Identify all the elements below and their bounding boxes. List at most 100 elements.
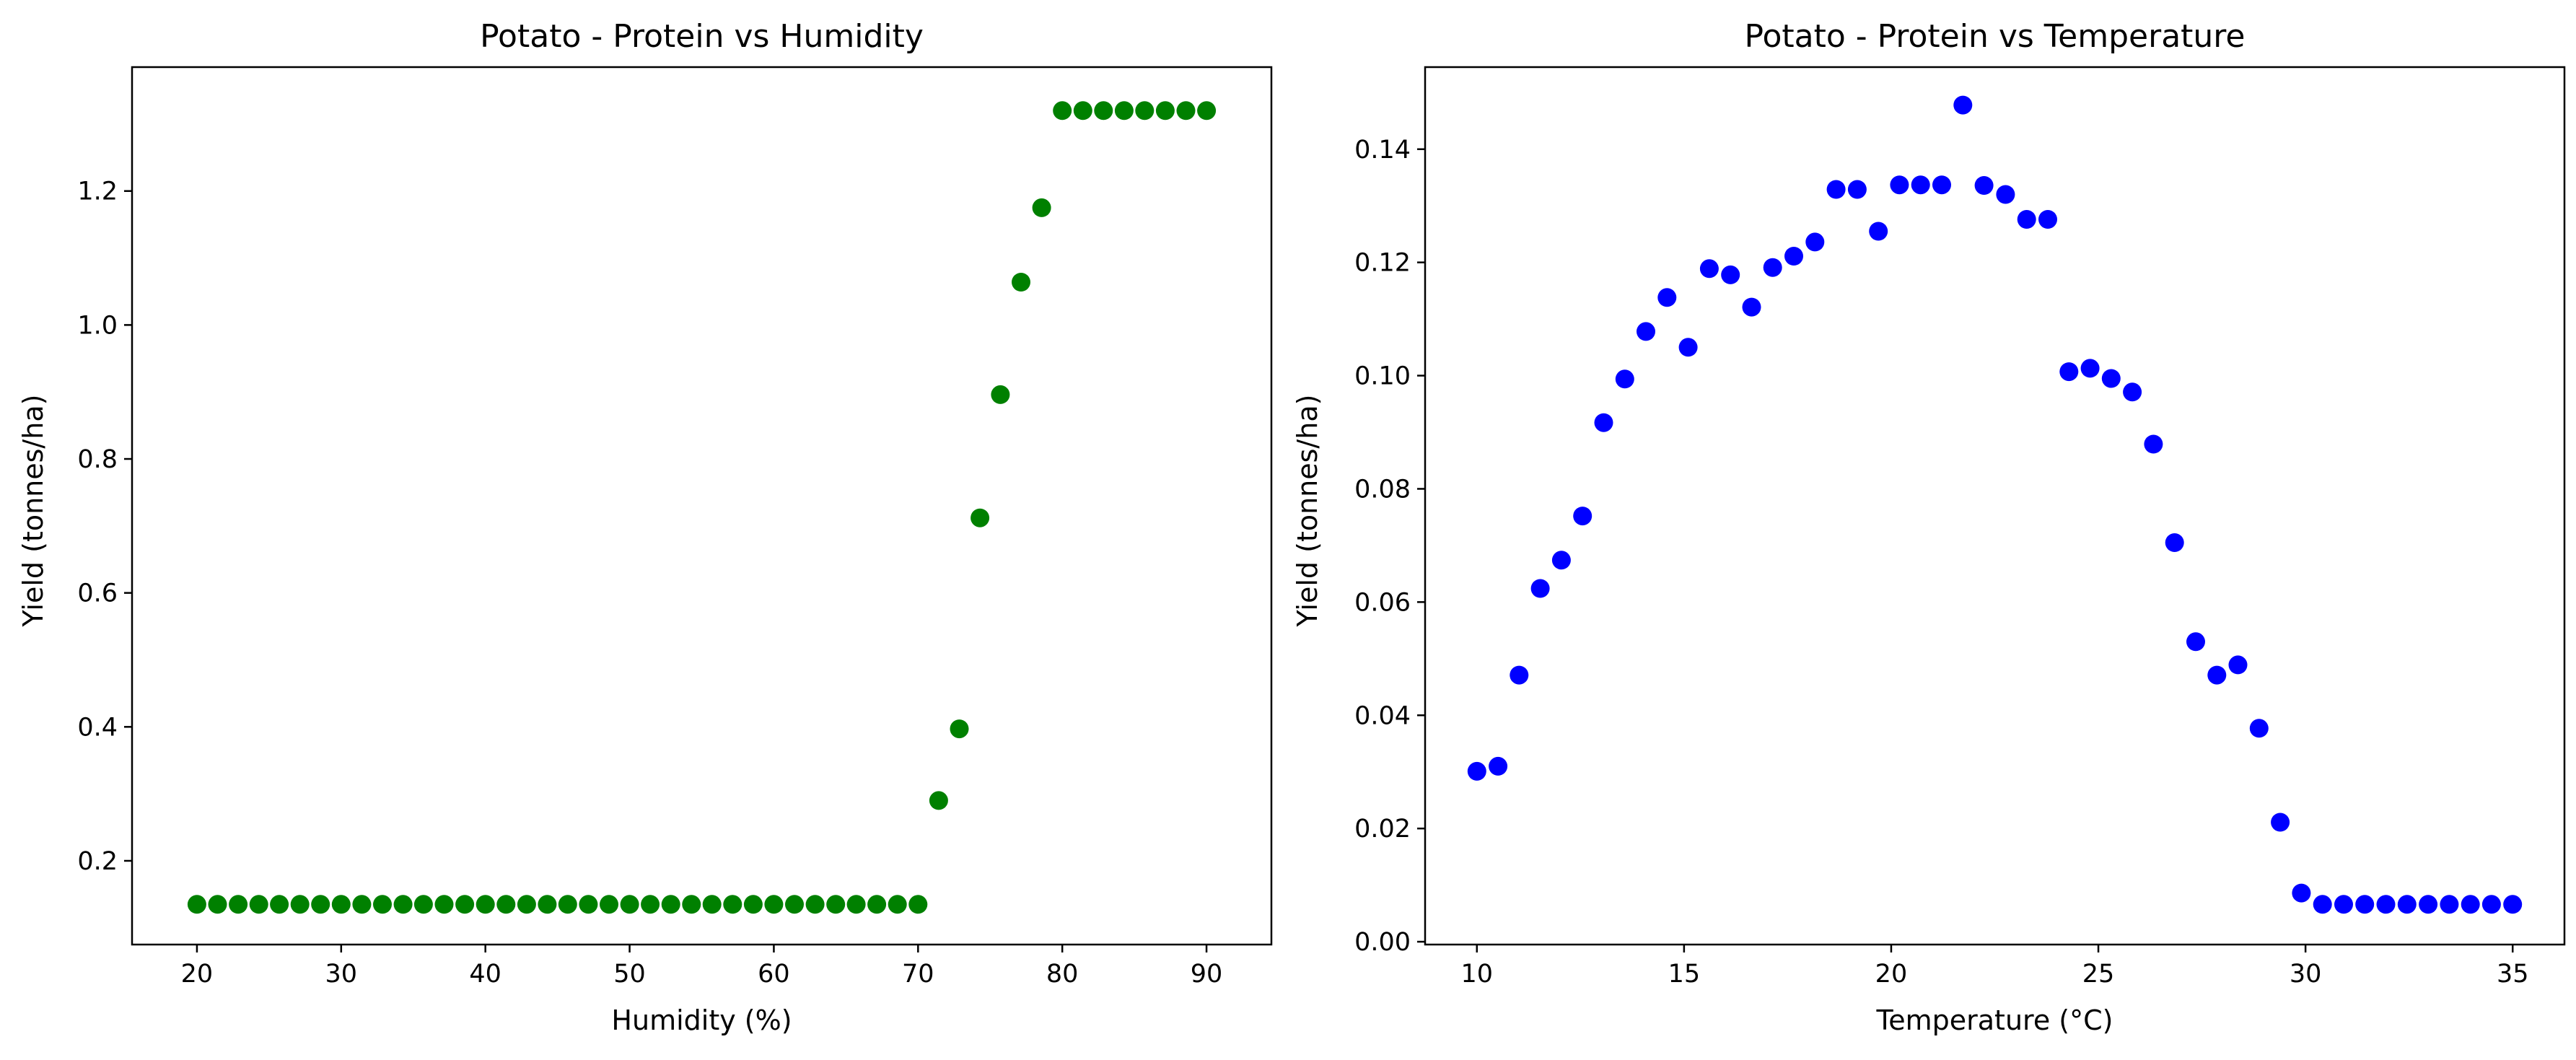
data-point [867,895,887,914]
y-tick-label: 0.06 [1354,588,1411,617]
data-point [1742,297,1761,317]
data-point [1826,180,1846,199]
data-point [1467,761,1486,781]
data-point [2207,665,2227,685]
data-point [2503,895,2523,914]
y-tick-label: 0.8 [77,445,118,474]
data-point [991,385,1010,404]
y-tick-label: 0.08 [1354,475,1411,504]
data-point [2481,895,2501,914]
data-point [2165,533,2184,552]
data-point [249,895,268,914]
y-axis-label: Yield (tonnes/ha) [17,395,49,628]
data-point [1197,101,1217,121]
x-tick-label: 60 [758,960,790,989]
y-tick-label: 0.10 [1354,362,1411,391]
data-point [1053,101,1072,121]
data-point [2144,434,2163,454]
data-point [641,895,660,914]
data-point [2101,369,2121,388]
y-tick-label: 0.02 [1354,815,1411,844]
data-point [455,895,475,914]
y-tick-label: 0.2 [77,847,118,876]
data-point [393,895,413,914]
data-points [187,101,1217,914]
data-point [2313,895,2332,914]
data-point [950,719,969,739]
data-point [1657,288,1677,307]
data-point [682,895,701,914]
x-tick-label: 80 [1046,960,1079,989]
data-point [2186,632,2205,652]
data-point [743,895,763,914]
data-point [517,895,536,914]
data-point [2228,655,2248,675]
x-tick-label: 20 [181,960,214,989]
data-point [1847,180,1867,199]
axes-frame [131,66,1273,946]
data-point [187,895,206,914]
x-tick-label: 30 [325,960,358,989]
x-tick-label: 70 [902,960,934,989]
data-point [1996,185,2015,204]
data-point [2355,895,2375,914]
data-point [1615,369,1634,389]
data-point [1932,175,1951,195]
data-point [413,895,433,914]
y-axis-label: Yield (tonnes/ha) [1292,395,1323,628]
data-point [352,895,372,914]
data-point [1699,259,1719,279]
chart-title: Potato - Protein vs Temperature [1744,18,2245,55]
data-point [270,895,289,914]
data-point [2376,895,2396,914]
data-point [1032,198,1051,217]
data-point [2038,210,2057,229]
data-point [1012,273,1030,292]
data-points [1467,95,2523,914]
data-point [373,895,392,914]
data-point [229,895,248,914]
data-point [2397,895,2417,914]
data-point [311,895,330,914]
x-tick-label: 35 [2497,960,2529,989]
data-point [1176,101,1196,121]
data-point [929,791,948,810]
data-point [908,895,928,914]
data-point [1573,507,1593,526]
data-point [2059,362,2079,382]
x-axis-label: Temperature (°C) [1876,1004,2113,1036]
data-point [290,895,310,914]
data-point [496,895,516,914]
data-point [1637,322,1655,341]
y-tick-label: 1.2 [77,178,118,206]
data-point [1155,101,1175,121]
chart-title: Potato - Protein vs Humidity [480,18,924,55]
data-point [971,508,990,527]
data-point [600,895,618,914]
x-tick-label: 20 [1875,960,1908,989]
data-point [2017,210,2036,229]
humidity-chart-panel: Potato - Protein vs Humidity Humidity (%… [17,18,1273,1036]
data-point [1510,665,1529,685]
data-point [2080,359,2100,378]
x-tick-label: 50 [613,960,646,989]
data-point [2334,895,2353,914]
data-point [1551,551,1571,570]
data-point [785,895,804,914]
data-point [723,895,742,914]
y-tick-label: 0.14 [1354,136,1411,165]
data-point [702,895,722,914]
data-point [538,895,557,914]
data-point [208,895,227,914]
data-point [1135,101,1155,121]
data-point [558,895,577,914]
data-point [1594,413,1613,432]
x-tick-label: 10 [1460,960,1493,989]
data-point [805,895,825,914]
axes-frame [1424,66,2566,946]
x-tick-label: 15 [1668,960,1701,989]
y-tick-label: 0.00 [1354,928,1411,957]
data-point [2123,382,2142,402]
temperature-chart-panel: Potato - Protein vs Temperature Temperat… [1292,18,2566,1036]
